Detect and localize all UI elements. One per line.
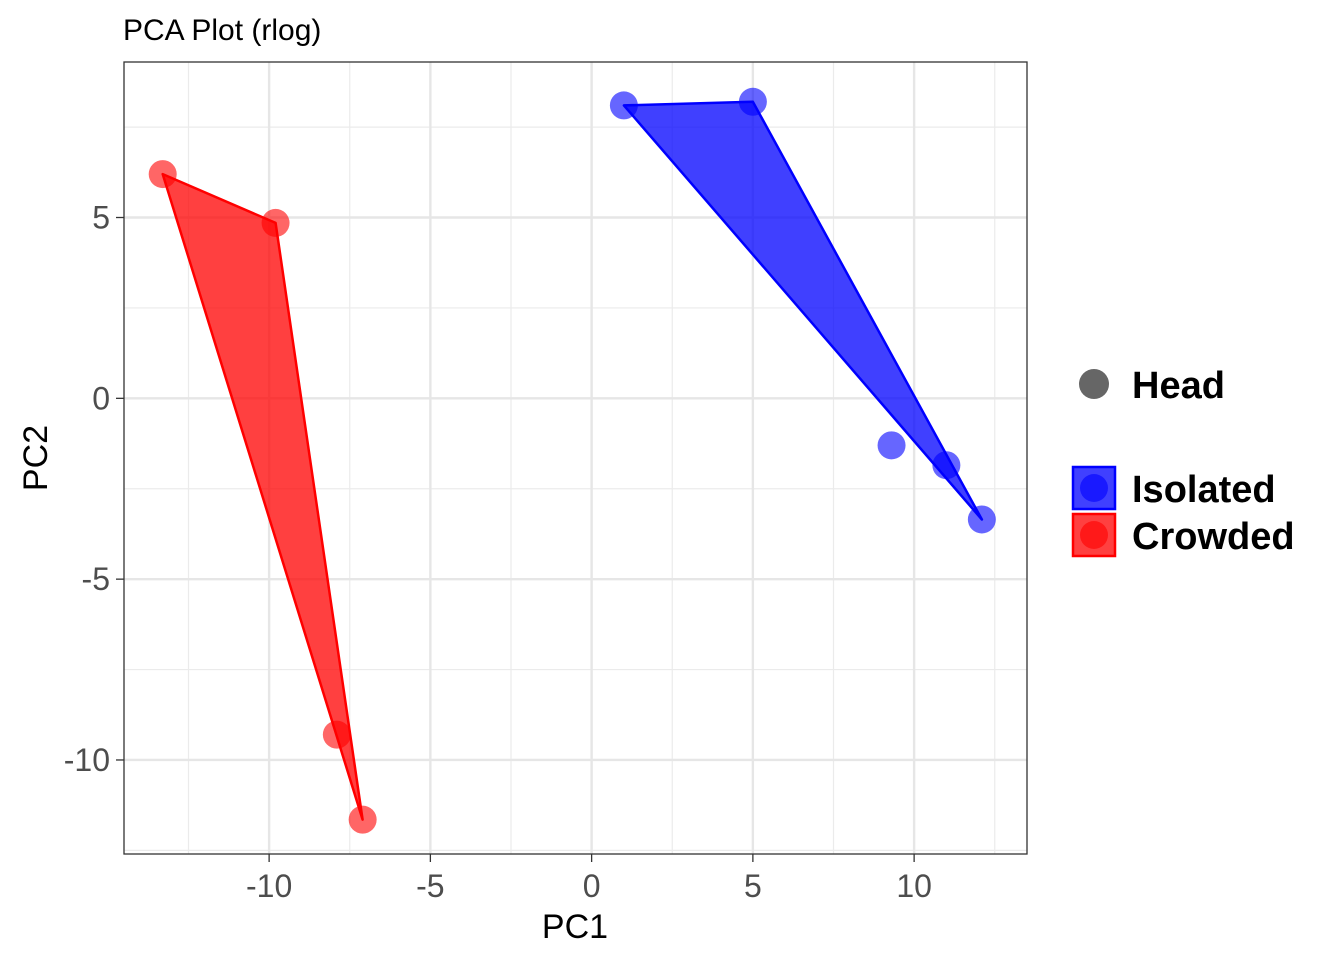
x-tick-label: 0 <box>583 868 601 904</box>
point-isolated <box>609 91 638 120</box>
y-tick-label: 5 <box>92 200 110 236</box>
x-axis-label: PC1 <box>542 908 608 946</box>
chart-title: PCA Plot (rlog) <box>123 14 321 47</box>
point-crowded <box>348 805 377 834</box>
y-tick-label: -5 <box>82 561 110 597</box>
data-points <box>148 87 996 834</box>
y-axis-label: PC2 <box>17 425 55 491</box>
legend-head-icon <box>1079 369 1109 399</box>
legend-label-crowded: Crowded <box>1132 516 1295 558</box>
x-tick-label: -5 <box>416 868 444 904</box>
point-isolated <box>738 87 767 116</box>
point-isolated <box>932 451 961 480</box>
legend-label-isolated: Isolated <box>1132 469 1276 511</box>
legend-key-point-isolated <box>1080 474 1108 502</box>
hull-crowded <box>161 172 364 821</box>
y-tick-label: -10 <box>64 742 110 778</box>
x-axis: -10 -5 0 5 10 <box>246 854 932 904</box>
point-isolated <box>877 431 906 460</box>
plot-border <box>123 61 1028 855</box>
point-crowded <box>322 720 351 749</box>
legend-head-label: Head <box>1132 365 1225 407</box>
y-tick-label: 0 <box>92 380 110 416</box>
plot-panel <box>123 61 1028 855</box>
x-tick-label: 5 <box>744 868 762 904</box>
x-tick-label: 10 <box>896 868 932 904</box>
legend-key-point-crowded <box>1080 521 1108 549</box>
group-hulls <box>161 100 984 821</box>
y-axis: -10 -5 0 5 <box>64 200 124 778</box>
point-crowded <box>148 160 177 189</box>
point-isolated <box>967 505 996 534</box>
hull-isolated <box>622 100 984 521</box>
point-crowded <box>261 208 290 237</box>
x-tick-label: -10 <box>246 868 292 904</box>
legend: Head Isolated Crowded <box>1071 365 1295 558</box>
